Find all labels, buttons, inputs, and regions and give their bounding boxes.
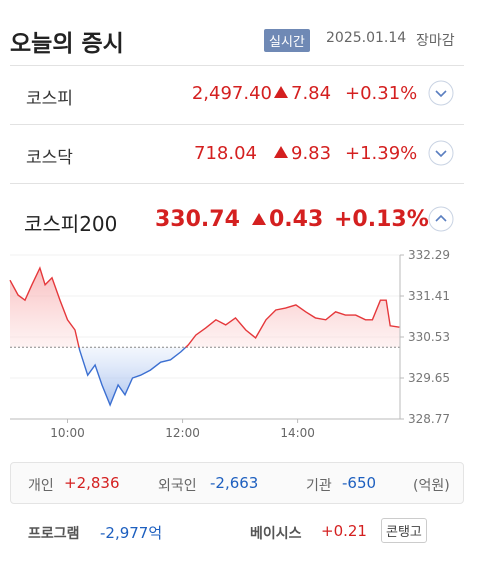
title: 오늘의 증시: [10, 31, 124, 57]
index-rate: +0.31%: [345, 83, 418, 104]
area: [10, 268, 400, 405]
detail-rate: +0.13%: [334, 207, 429, 232]
detail-name: 코스피200: [24, 212, 118, 236]
contango-button[interactable]: 콘탱고: [381, 518, 427, 543]
divider: [10, 183, 464, 184]
index-value: 2,497.40: [191, 83, 272, 104]
market-status: 장마감: [416, 33, 455, 49]
index-name[interactable]: 코스닥: [26, 148, 73, 168]
index-value: 718.04: [194, 143, 257, 164]
investor-name: 기관: [306, 478, 332, 494]
intraday-chart: 332.29 331.41 330.53 329.65 328.77 10:00 12:00…: [9, 248, 450, 440]
collapse-button[interactable]: [428, 206, 454, 232]
index-rate: +1.39%: [345, 143, 418, 164]
change-value: 0.43: [269, 207, 324, 232]
y-tick-label: 332.29: [408, 248, 450, 262]
divider: [10, 124, 464, 125]
investor-value: +2,836: [64, 474, 120, 492]
investor-value: -2,663: [210, 474, 259, 492]
live-badge: 실시간: [264, 29, 310, 52]
y-tick-label: 328.77: [408, 412, 450, 426]
basis-label: 베이시스: [250, 526, 302, 542]
change-value: 7.84: [291, 83, 332, 104]
expand-button[interactable]: [428, 140, 454, 166]
program-value: -2,977억: [100, 524, 163, 542]
unit: (억원): [413, 478, 450, 494]
index-change: 9.83: [274, 143, 331, 164]
detail-change: 0.43: [252, 207, 323, 232]
change-value: 9.83: [291, 143, 332, 164]
divider: [10, 65, 464, 66]
up-icon: [274, 86, 288, 98]
x-tick-label: 14:00: [280, 426, 315, 440]
x-tick-label: 10:00: [50, 426, 85, 440]
index-change: 7.84: [274, 83, 331, 104]
date: 2025.01.14: [326, 30, 407, 46]
index-name[interactable]: 코스피: [26, 89, 73, 109]
program-label: 프로그램: [28, 526, 80, 542]
x-tick-label: 12:00: [165, 426, 200, 440]
price-line: [9, 266, 400, 407]
y-tick-label: 330.53: [408, 330, 450, 344]
expand-button[interactable]: [428, 80, 454, 106]
investor-name: 개인: [28, 478, 54, 494]
investor-name: 외국인: [158, 478, 197, 494]
basis-value: +0.21: [321, 522, 367, 540]
detail-value: 330.74: [155, 207, 240, 232]
investor-value: -650: [342, 474, 377, 492]
y-tick-label: 329.65: [408, 371, 450, 385]
up-icon: [252, 213, 266, 225]
investor-box: [10, 462, 464, 504]
up-icon: [274, 146, 288, 158]
y-tick-label: 331.41: [408, 289, 450, 303]
